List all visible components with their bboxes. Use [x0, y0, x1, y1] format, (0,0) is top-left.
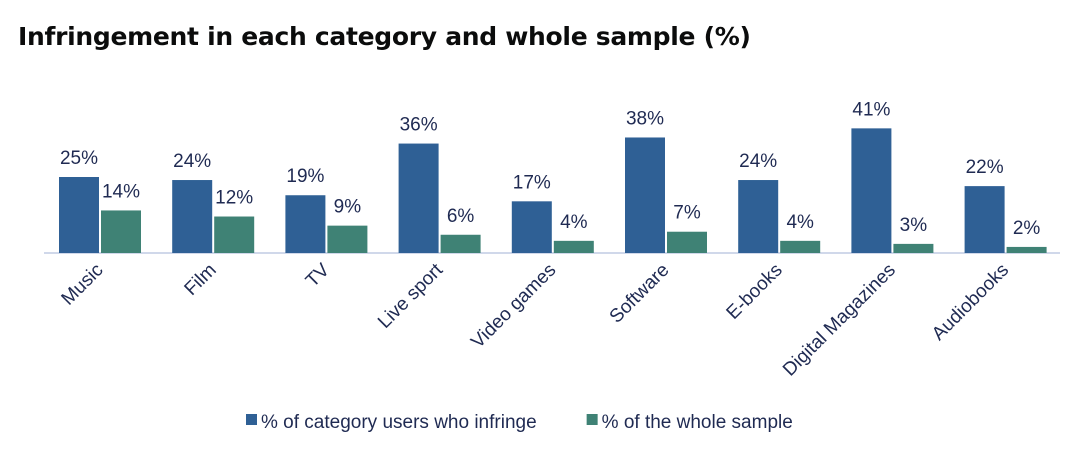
data-label: 22% [966, 157, 1004, 178]
chart-title: Infringement in each category and whole … [18, 22, 751, 51]
data-label: 36% [400, 115, 438, 136]
data-label: 24% [739, 151, 777, 172]
x-tick-label: Video games [467, 260, 560, 353]
bar-category [738, 180, 779, 253]
data-label: 38% [626, 108, 664, 129]
bar-sample [101, 210, 141, 253]
bar-category [625, 137, 665, 253]
data-label: 41% [852, 99, 890, 120]
data-label: 7% [673, 203, 701, 224]
bar-sample [440, 234, 481, 253]
bar-category [851, 128, 892, 253]
legend-label: % of the whole sample [602, 412, 793, 433]
bar-category [964, 186, 1005, 253]
data-label: 25% [60, 148, 98, 169]
x-tick-label: TV [302, 259, 334, 291]
data-label: 9% [334, 197, 362, 218]
bar-category [511, 201, 552, 253]
data-label: 2% [1013, 218, 1041, 239]
legend-swatch [586, 414, 598, 425]
data-label: 12% [215, 188, 253, 209]
x-tick-label: Film [181, 260, 221, 300]
bar-sample [780, 240, 821, 253]
data-label: 14% [102, 181, 140, 202]
data-label: 19% [286, 166, 324, 187]
bar-category [285, 195, 326, 253]
x-tick-label: Live sport [374, 259, 448, 333]
bar-sample [1006, 246, 1047, 253]
data-label: 4% [560, 212, 588, 233]
data-label: 17% [513, 172, 551, 193]
x-tick-label: E-books [723, 260, 787, 324]
bar-category [172, 180, 213, 253]
x-tick-label: Software [606, 260, 674, 328]
bar-sample [214, 216, 255, 253]
bar-sample [327, 225, 368, 253]
x-tick-label: Music [58, 260, 108, 310]
bar-category [398, 143, 439, 253]
x-tick-label: Audiobooks [928, 260, 1013, 345]
bar-sample [667, 231, 707, 253]
data-label: 24% [173, 151, 211, 172]
bar-sample [893, 243, 934, 253]
x-tick-label: Digital Magazines [779, 260, 900, 381]
bar-sample [553, 240, 594, 253]
data-label: 3% [900, 215, 928, 236]
data-label: 6% [447, 206, 475, 227]
legend-label: % of category users who infringe [261, 412, 537, 433]
data-label: 4% [786, 212, 814, 233]
bar-category [59, 177, 99, 253]
legend-swatch [246, 414, 257, 425]
